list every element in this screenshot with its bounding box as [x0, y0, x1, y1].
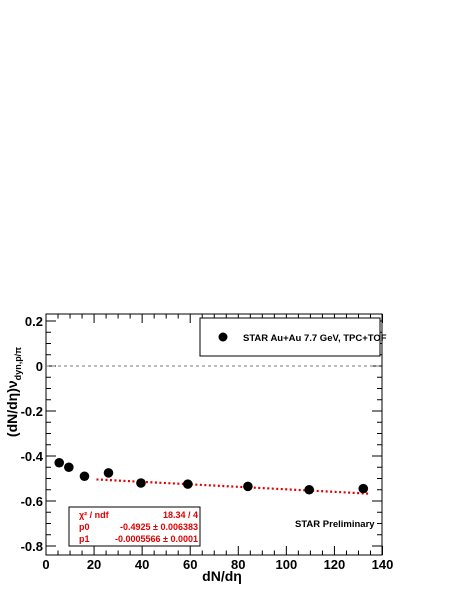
data-point — [79, 471, 90, 482]
x-tick-label: 0 — [42, 557, 49, 572]
y-tick-label: -0.6 — [21, 494, 43, 509]
legend-box — [199, 317, 381, 357]
y-axis-title: (dN/dη)νdyn,p/π — [4, 347, 23, 437]
data-point — [54, 457, 65, 468]
x-tick-label: 60 — [183, 557, 197, 572]
legend-label: STAR Au+Au 7.7 GeV, TPC+TOF — [243, 333, 387, 344]
data-point — [358, 483, 369, 494]
data-point — [304, 484, 314, 495]
x-axis-title: dN/dη — [202, 568, 242, 584]
data-point — [183, 479, 193, 489]
data-point — [103, 468, 114, 478]
data-point — [136, 478, 146, 488]
preliminary-annotation: STAR Preliminary — [295, 519, 375, 530]
x-tick-label: 140 — [372, 557, 394, 572]
legend: STAR Au+Au 7.7 GeV, TPC+TOF — [199, 317, 387, 357]
y-tick-label: -0.8 — [21, 539, 43, 554]
x-tick-label: 100 — [276, 557, 298, 572]
y-axis-title-main: (dN/dη)ν — [4, 380, 20, 437]
stats-p0-name: p0 — [79, 522, 90, 532]
svg-text:(dN/dη)νdyn,p/π: (dN/dη)νdyn,p/π — [4, 347, 23, 437]
legend-marker — [218, 332, 228, 342]
stats-p1-value: -0.0005566 ± 0.0001 — [115, 534, 198, 544]
y-tick-label: -0.2 — [21, 404, 43, 419]
x-tick-label: 20 — [87, 557, 101, 572]
x-tick-label: 40 — [135, 557, 149, 572]
y-tick-label: 0.2 — [25, 314, 43, 329]
data-point — [64, 462, 74, 473]
y-tick-label: -0.4 — [21, 449, 44, 464]
stats-box-frame — [68, 506, 201, 547]
x-tick-label: 120 — [324, 557, 346, 572]
data-points — [54, 457, 369, 495]
y-axis-title-sub: dyn,p/π — [13, 347, 23, 380]
y-tick-label: 0 — [36, 359, 43, 374]
data-point — [243, 481, 253, 492]
stats-chi2-name: χ² / ndf — [79, 510, 110, 520]
stats-p0-value: -0.4925 ± 0.006383 — [120, 522, 198, 532]
x-tick-label: 80 — [231, 557, 245, 572]
axis-tick-labels: 0 20 40 60 80 100 120 140 0.2 0 -0.2 -0.4 -0.6 -0.8 — [21, 314, 394, 572]
stats-p1-name: p1 — [79, 534, 90, 544]
stats-chi2-value: 18.34 / 4 — [163, 510, 198, 520]
fit-stats-box: χ² / ndf 18.34 / 4 p0 -0.4925 ± 0.006383… — [68, 506, 201, 547]
